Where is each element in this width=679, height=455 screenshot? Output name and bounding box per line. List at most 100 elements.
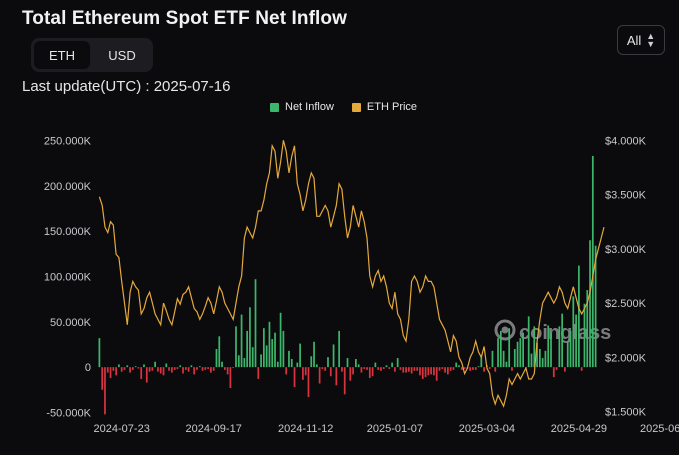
net-inflow-bar	[324, 367, 327, 371]
net-inflow-bar	[463, 367, 466, 369]
net-inflow-bar	[343, 367, 346, 395]
net-inflow-bar	[151, 367, 154, 371]
net-inflow-bar	[402, 367, 405, 373]
net-inflow-bar	[327, 357, 329, 368]
net-inflow-bar	[184, 367, 187, 370]
net-inflow-bar	[430, 367, 432, 375]
net-inflow-bar	[547, 325, 550, 368]
legend-label-net-inflow: Net Inflow	[285, 101, 334, 113]
eth-toggle-button[interactable]: ETH	[34, 41, 90, 69]
net-inflow-bar	[538, 349, 541, 368]
left-axis: 250.000K 200.000K 150.000K 100.000K 50.000K 0…	[44, 136, 92, 420]
right-axis: $4.000K $3.500K $3.000K $2.500K $2.000K $1.50…	[605, 135, 647, 418]
net-inflow-bar	[118, 364, 120, 368]
net-inflow-bar	[338, 330, 340, 368]
net-inflow-bar	[104, 367, 106, 415]
net-inflow-bar	[120, 367, 123, 372]
net-inflow-bar	[257, 367, 260, 379]
net-inflow-bar	[460, 367, 463, 370]
net-inflow-bar	[126, 365, 129, 368]
net-inflow-bar	[366, 367, 368, 370]
net-inflow-bar	[502, 350, 505, 368]
net-inflow-bars	[98, 155, 597, 415]
right-axis-tick-label: $2.500K	[605, 298, 647, 310]
legend-item-net-inflow[interactable]: Net Inflow	[270, 101, 334, 113]
net-inflow-bar	[477, 366, 480, 368]
net-inflow-bar	[204, 367, 207, 370]
net-inflow-bar	[516, 341, 519, 368]
net-inflow-bar	[522, 332, 524, 368]
net-inflow-bar	[407, 367, 410, 372]
net-inflow-bar	[413, 367, 416, 371]
net-inflow-bar	[140, 367, 143, 379]
usd-toggle-button[interactable]: USD	[108, 47, 136, 63]
chevron-up-down-icon: ▲ ▼	[646, 31, 656, 49]
net-inflow-bar	[488, 367, 491, 369]
net-inflow-bar	[458, 365, 460, 368]
net-inflow-bar	[207, 367, 209, 369]
net-inflow-bar	[210, 367, 212, 373]
net-inflow-bar	[583, 303, 586, 368]
net-inflow-bar	[474, 367, 477, 370]
net-inflow-bar	[304, 367, 307, 376]
chart-legend: Net Inflow ETH Price	[270, 101, 417, 113]
net-inflow-bar	[115, 367, 117, 376]
net-inflow-bar	[196, 367, 198, 370]
net-inflow-bar	[145, 367, 148, 383]
range-select[interactable]: All ▲ ▼	[617, 25, 665, 55]
watermark-text: coinglass	[519, 322, 611, 344]
net-inflow-bar	[285, 367, 288, 375]
legend-item-eth-price[interactable]: ETH Price	[351, 101, 417, 113]
net-inflow-bar	[335, 367, 338, 386]
net-inflow-bar	[405, 367, 407, 373]
net-inflow-bar	[591, 155, 594, 368]
x-axis-tick-label: 2025-06-24	[640, 423, 679, 435]
net-inflow-bar	[299, 343, 301, 368]
net-inflow-bar	[321, 367, 324, 369]
net-inflow-bar	[346, 358, 349, 368]
net-inflow-bar	[288, 350, 290, 368]
net-inflow-bar	[98, 338, 101, 368]
net-inflow-bar	[382, 367, 385, 369]
net-inflow-bar	[438, 367, 441, 371]
net-inflow-bar	[341, 367, 343, 372]
x-axis-tick-label: 2024-11-12	[278, 423, 333, 435]
net-inflow-bar	[435, 367, 438, 381]
net-inflow-bar	[260, 354, 262, 368]
net-inflow-bar	[589, 240, 591, 368]
net-inflow-bar	[318, 367, 321, 384]
net-inflow-bar	[552, 367, 555, 378]
right-axis-tick-label: $2.000K	[605, 352, 647, 364]
net-inflow-bar	[165, 363, 168, 368]
net-inflow-bar	[218, 336, 221, 368]
net-inflow-bar	[134, 366, 137, 368]
net-inflow-bar	[555, 367, 558, 370]
net-inflow-bar	[123, 367, 126, 370]
net-inflow-bar	[491, 350, 494, 368]
eth-price-line	[98, 140, 605, 408]
net-inflow-bar	[182, 367, 184, 374]
net-inflow-bar	[385, 365, 388, 368]
net-inflow-bar	[274, 332, 276, 368]
net-inflow-bar	[497, 338, 499, 368]
net-inflow-bar	[249, 307, 251, 368]
net-inflow-bar	[433, 367, 435, 376]
net-inflow-bar	[106, 367, 109, 373]
net-inflow-bar	[131, 367, 134, 370]
net-inflow-bar	[519, 338, 522, 368]
net-inflow-bar	[533, 326, 536, 368]
net-inflow-bar	[368, 367, 371, 379]
net-inflow-bar	[357, 364, 360, 368]
net-inflow-bar	[396, 358, 399, 368]
net-inflow-bar	[391, 362, 393, 368]
net-inflow-bar	[109, 367, 112, 379]
net-inflow-bar	[168, 367, 170, 371]
net-inflow-bar	[198, 366, 201, 368]
net-inflow-bar	[505, 361, 508, 368]
net-inflow-bar	[251, 347, 254, 368]
net-inflow-bar	[561, 313, 564, 368]
net-inflow-bar	[171, 367, 173, 373]
net-inflow-bar	[349, 367, 352, 381]
coinglass-watermark: coinglass	[494, 319, 611, 344]
page-title: Total Ethereum Spot ETF Net Inflow	[22, 8, 347, 29]
